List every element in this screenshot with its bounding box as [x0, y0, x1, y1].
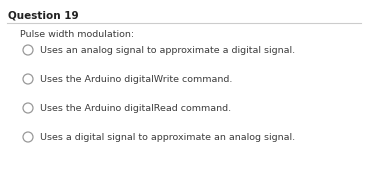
Text: Uses the Arduino digitalRead command.: Uses the Arduino digitalRead command.: [40, 104, 231, 113]
Text: Uses an analog signal to approximate a digital signal.: Uses an analog signal to approximate a d…: [40, 46, 295, 55]
Text: Question 19: Question 19: [8, 10, 78, 20]
Text: Pulse width modulation:: Pulse width modulation:: [20, 30, 134, 39]
Text: Uses the Arduino digitalWrite command.: Uses the Arduino digitalWrite command.: [40, 75, 233, 84]
Text: Uses a digital signal to approximate an analog signal.: Uses a digital signal to approximate an …: [40, 133, 295, 142]
